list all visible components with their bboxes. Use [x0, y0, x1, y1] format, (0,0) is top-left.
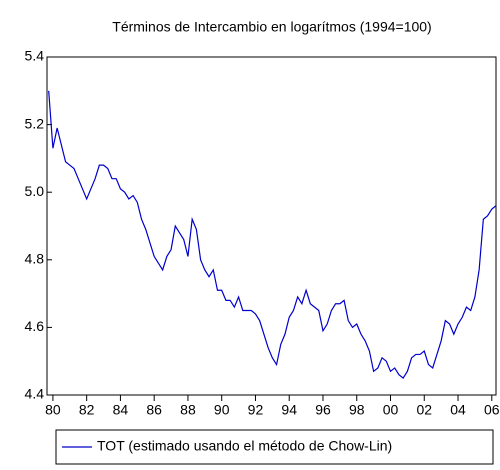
- x-tick-label: 92: [248, 402, 264, 418]
- x-tick-label: 06: [484, 402, 500, 418]
- legend-label: TOT (estimado usando el método de Chow-L…: [97, 438, 392, 454]
- x-tick-label: 96: [315, 402, 331, 418]
- chart-title: Términos de Intercambio en logarítmos (1…: [112, 19, 431, 35]
- y-tick-label: 5.4: [25, 48, 45, 64]
- x-tick-label: 02: [416, 402, 432, 418]
- x-tick-label: 04: [450, 402, 466, 418]
- x-tick-label: 98: [349, 402, 365, 418]
- x-tick-label: 00: [383, 402, 399, 418]
- y-tick-label: 5.0: [25, 183, 45, 199]
- plot-frame: [46, 56, 497, 396]
- x-tick-label: 88: [180, 402, 196, 418]
- x-tick-label: 80: [45, 402, 61, 418]
- x-tick-label: 84: [113, 402, 129, 418]
- y-tick-label: 4.6: [25, 318, 45, 334]
- x-tick-label: 90: [214, 402, 230, 418]
- y-tick-label: 4.8: [25, 251, 45, 267]
- legend-box: [55, 429, 494, 465]
- x-tick-label: 94: [281, 402, 297, 418]
- y-tick-label: 4.4: [25, 386, 45, 402]
- x-tick-label: 82: [79, 402, 95, 418]
- y-tick-label: 5.2: [25, 115, 45, 131]
- x-tick-label: 86: [146, 402, 162, 418]
- data-line: [48, 90, 497, 379]
